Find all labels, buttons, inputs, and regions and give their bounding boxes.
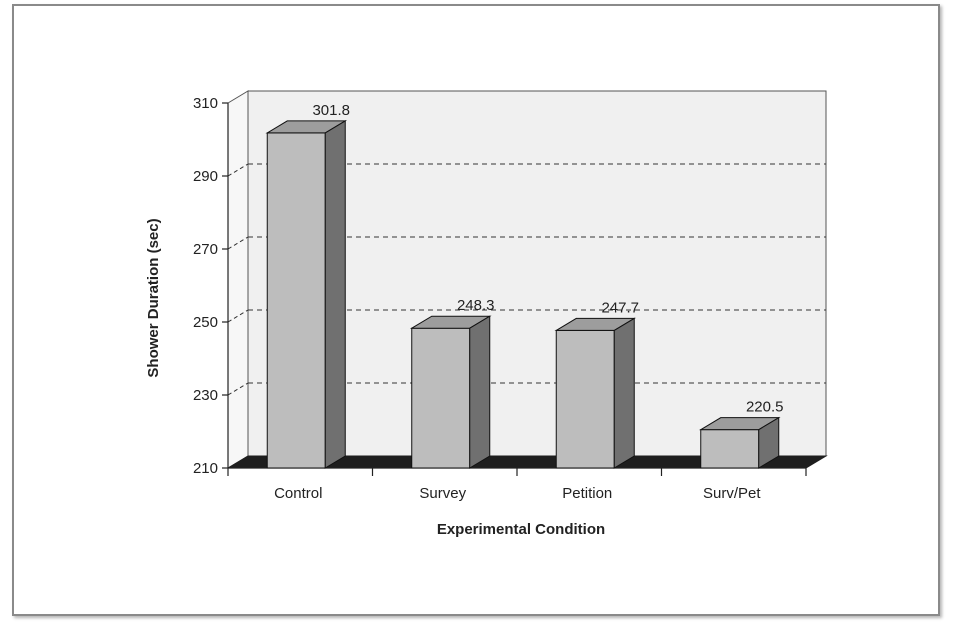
x-tick-label: Surv/Pet	[703, 485, 761, 502]
data-label: 248.3	[457, 297, 495, 314]
y-axis-title: Shower Duration (sec)	[145, 218, 162, 377]
x-tick-label: Petition	[562, 485, 612, 502]
bar-front	[411, 327, 471, 469]
x-tick-label: Control	[274, 485, 322, 502]
y-tick-label: 210	[193, 460, 218, 477]
bar-side	[469, 315, 491, 469]
bar	[698, 416, 781, 469]
gridline-side	[227, 382, 249, 396]
bar-front	[555, 329, 615, 469]
bar-front	[266, 132, 326, 469]
x-axis-title: Experimental Condition	[437, 521, 605, 538]
y-tick-label: 250	[193, 314, 218, 331]
x-tick-label: Survey	[419, 485, 466, 502]
data-label: 220.5	[746, 399, 784, 416]
bar	[554, 317, 637, 469]
data-label: 301.8	[312, 102, 350, 119]
data-label: 247.7	[601, 299, 639, 316]
bar	[409, 315, 492, 469]
bar-side	[758, 416, 780, 469]
gridline-side	[227, 236, 249, 250]
bar	[265, 120, 348, 469]
bar-side	[613, 317, 635, 469]
side-wall	[227, 90, 249, 469]
gridline-side	[227, 309, 249, 323]
y-tick-label: 230	[193, 387, 218, 404]
y-tick-label: 310	[193, 95, 218, 112]
gridline-side	[227, 163, 249, 177]
bar-front	[700, 429, 760, 469]
bar-side	[324, 120, 346, 469]
y-tick-label: 270	[193, 241, 218, 258]
y-tick-label: 290	[193, 168, 218, 185]
